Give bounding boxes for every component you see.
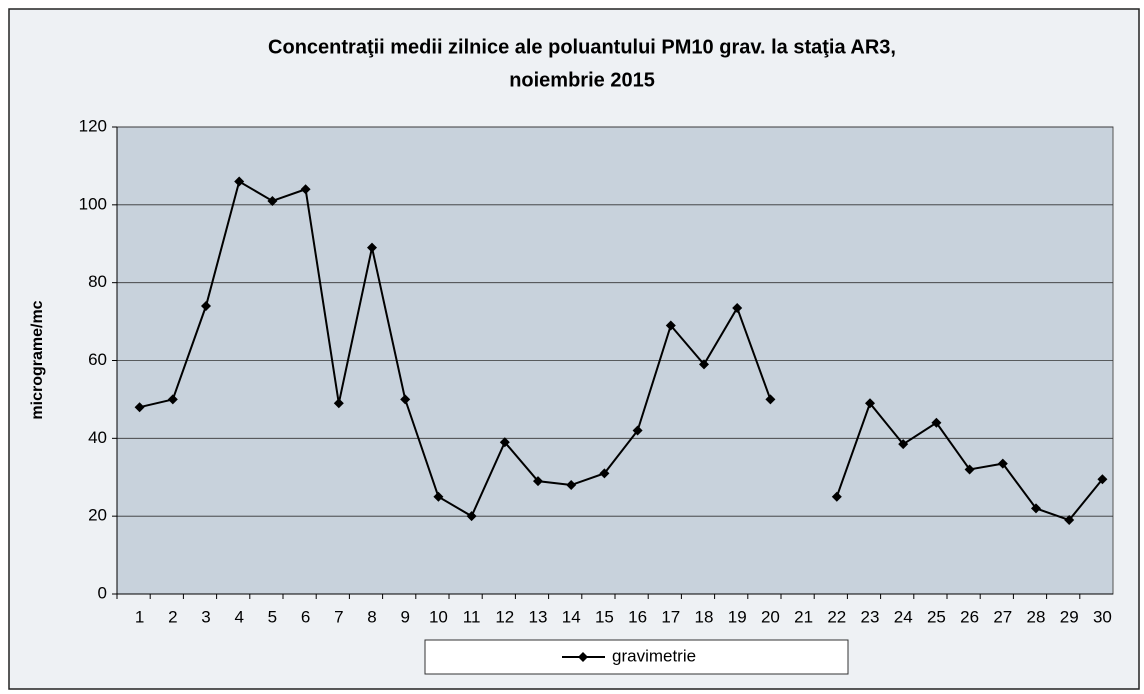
x-tick-label: 8	[367, 607, 376, 626]
data-point	[665, 320, 676, 331]
x-tick-label: 15	[595, 607, 614, 626]
data-point	[466, 511, 477, 522]
x-tick-label: 28	[1027, 607, 1046, 626]
y-tick-label: 120	[79, 116, 107, 135]
data-point	[400, 394, 411, 405]
legend-label: gravimetrie	[612, 646, 696, 665]
data-point	[997, 458, 1008, 469]
x-tick-label: 18	[695, 607, 714, 626]
x-tick-label: 17	[661, 607, 680, 626]
data-point	[499, 437, 510, 448]
x-tick-label: 20	[761, 607, 780, 626]
chart-title: noiembrie 2015	[509, 69, 655, 91]
x-tick-label: 4	[234, 607, 243, 626]
data-point	[433, 491, 444, 502]
x-tick-label: 1	[135, 607, 144, 626]
x-tick-label: 24	[894, 607, 913, 626]
data-point	[865, 398, 875, 409]
data-point	[134, 402, 145, 413]
data-point	[632, 425, 643, 436]
data-point	[599, 468, 610, 479]
y-tick-label: 100	[79, 194, 107, 213]
x-tick-label: 26	[960, 607, 979, 626]
data-point	[699, 359, 709, 370]
data-point	[732, 302, 743, 313]
x-tick-label: 11	[463, 607, 481, 626]
x-tick-label: 5	[268, 607, 277, 626]
x-tick-label: 6	[301, 607, 310, 626]
x-tick-label: 16	[628, 607, 647, 626]
data-point	[367, 242, 377, 253]
x-tick-label: 23	[861, 607, 880, 626]
y-tick-label: 0	[98, 583, 107, 602]
x-tick-label: 9	[400, 607, 409, 626]
x-tick-label: 13	[529, 607, 548, 626]
data-point	[167, 394, 178, 405]
data-point	[201, 301, 211, 312]
x-tick-label: 19	[728, 607, 747, 626]
x-tick-label: 14	[562, 607, 581, 626]
x-tick-label: 30	[1093, 607, 1112, 626]
x-tick-label: 27	[993, 607, 1012, 626]
data-point	[566, 480, 577, 491]
x-tick-label: 7	[334, 607, 343, 626]
legend-marker	[578, 652, 588, 662]
data-point	[234, 176, 245, 187]
y-axis-label: micrograme/mc	[29, 300, 46, 419]
x-tick-label: 21	[794, 607, 813, 626]
data-point	[931, 417, 942, 428]
chart-title: Concentraţii medii zilnice ale poluantul…	[268, 36, 896, 58]
x-tick-label: 12	[495, 607, 514, 626]
y-tick-label: 80	[88, 272, 107, 291]
data-point	[1097, 474, 1108, 485]
x-tick-label: 25	[927, 607, 946, 626]
legend-box	[424, 639, 849, 675]
data-point	[300, 184, 311, 195]
x-tick-label: 22	[827, 607, 846, 626]
y-tick-label: 20	[88, 506, 107, 525]
y-tick-label: 60	[88, 350, 107, 369]
data-point	[898, 439, 909, 450]
x-tick-label: 2	[168, 607, 177, 626]
data-point	[765, 394, 776, 405]
data-point	[333, 398, 344, 409]
data-point	[267, 195, 278, 206]
y-tick-label: 40	[88, 428, 107, 447]
data-point	[831, 491, 842, 502]
x-tick-label: 3	[201, 607, 210, 626]
x-tick-label: 29	[1060, 607, 1079, 626]
x-tick-label: 10	[429, 607, 448, 626]
data-point	[964, 464, 975, 475]
data-point	[533, 476, 543, 487]
data-point	[1031, 503, 1041, 514]
data-point	[1064, 515, 1075, 526]
